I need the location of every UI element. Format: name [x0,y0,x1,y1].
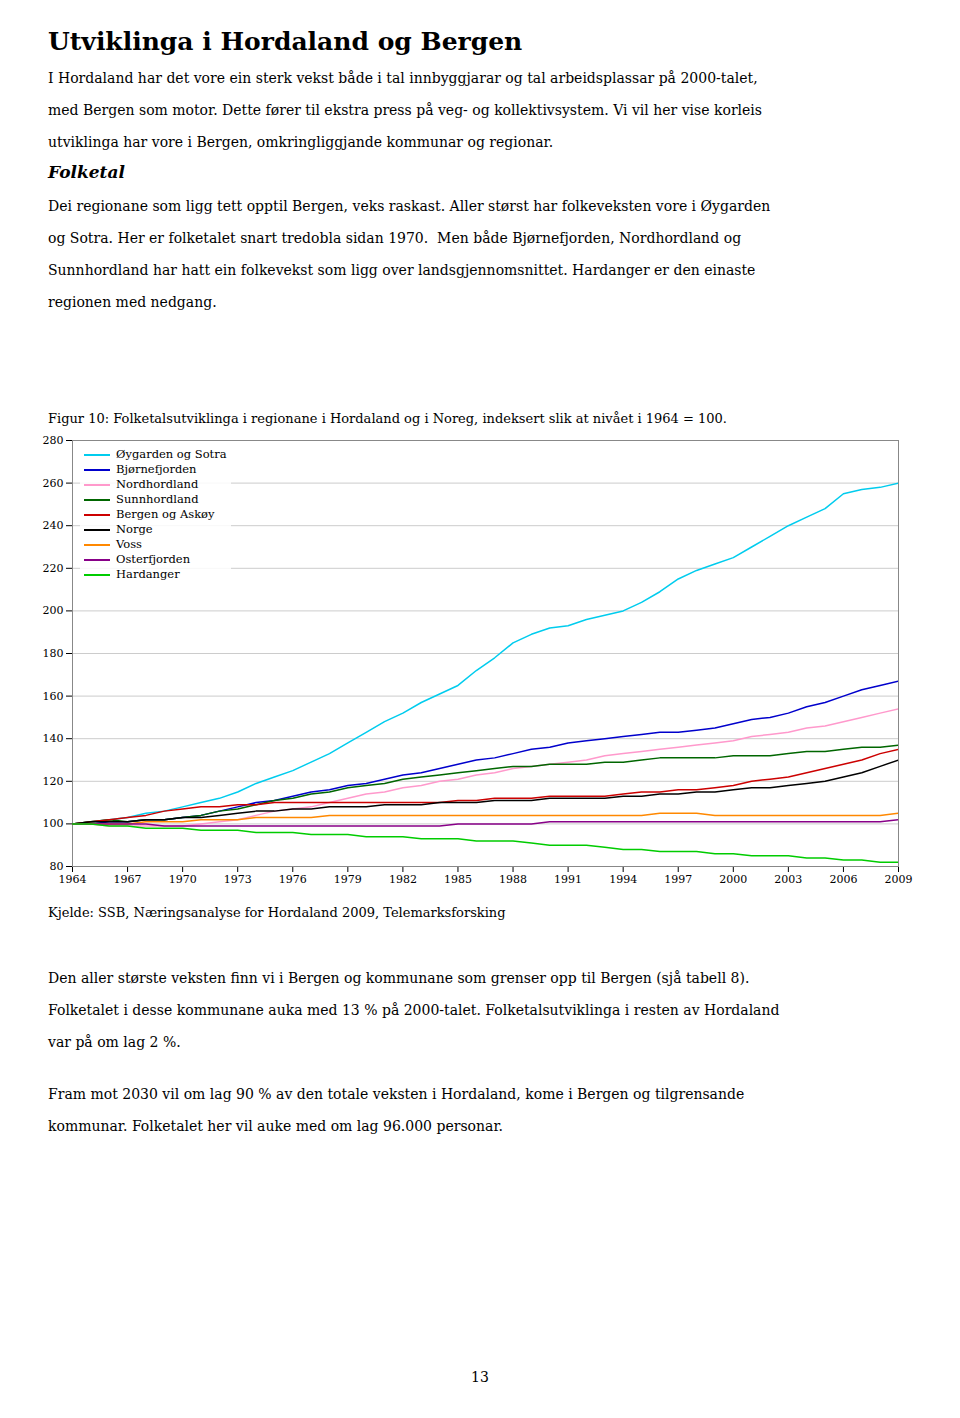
html-text:Folketalet i desse kommunane a: Folketalet i desse kommunane auka med 13… [48,1002,780,1018]
svg-text:1973: 1973 [224,873,252,886]
html-text:Kjelde: SSB, Næringsanalyse fo: Kjelde: SSB, Næringsanalyse for Hordalan… [48,905,506,920]
svg-text:140: 140 [43,732,64,745]
svg-text:2000: 2000 [719,873,747,886]
svg-text:1997: 1997 [664,873,692,886]
html-text:Hardanger: Hardanger [116,567,180,581]
html-text:Øygarden og Sotra: Øygarden og Sotra [116,447,227,461]
html-text:Voss: Voss [116,537,142,551]
svg-text:240: 240 [43,519,64,532]
svg-text:1976: 1976 [279,873,307,886]
html-text:med Bergen som motor. Dette fø: med Bergen som motor. Dette fører til ek… [48,102,762,118]
html-text:Norge: Norge [116,522,153,536]
svg-text:80: 80 [50,860,64,873]
svg-text:2009: 2009 [885,873,913,886]
svg-text:1967: 1967 [114,873,142,886]
html-text:Sunnhordland har hatt ein folk: Sunnhordland har hatt ein folkevekst som… [48,262,756,278]
html-text:13: 13 [471,1369,489,1385]
svg-text:160: 160 [43,690,64,703]
html-text:Osterfjorden: Osterfjorden [116,552,191,566]
svg-text:1982: 1982 [389,873,417,886]
html-text:Bergen og Askøy: Bergen og Askøy [116,507,215,521]
html-text:Bjørnefjorden: Bjørnefjorden [116,462,197,476]
svg-text:100: 100 [43,817,64,830]
svg-text:1964: 1964 [59,873,87,886]
svg-text:280: 280 [43,434,64,447]
html-text:I Hordaland har det vore ein s: I Hordaland har det vore ein sterk vekst… [48,70,758,86]
svg-text:2003: 2003 [774,873,802,886]
svg-text:1979: 1979 [334,873,362,886]
html-text:regionen med nedgang.: regionen med nedgang. [48,294,217,310]
svg-text:1970: 1970 [169,873,197,886]
svg-text:1988: 1988 [499,873,527,886]
html-text:Nordhordland: Nordhordland [116,477,199,491]
svg-text:260: 260 [43,477,64,490]
html-text:Utviklinga i Hordaland og Berg: Utviklinga i Hordaland og Bergen [48,27,523,56]
svg-text:1991: 1991 [554,873,582,886]
html-text:Den aller største veksten finn: Den aller største veksten finn vi i Berg… [48,970,750,986]
html-text:Sunnhordland: Sunnhordland [116,492,199,506]
html-text:Fram mot 2030 vil om lag 90 %: Fram mot 2030 vil om lag 90 % av den tot… [48,1086,745,1102]
html-text:og Sotra. Her er folketalet sn: og Sotra. Her er folketalet snart tredob… [48,230,742,246]
html-text:Folketal: Folketal [48,162,125,182]
svg-text:1994: 1994 [609,873,637,886]
html-text:utviklinga har vore i Bergen,: utviklinga har vore i Bergen, omkringlig… [48,134,554,150]
svg-text:200: 200 [43,604,64,617]
svg-text:120: 120 [43,775,64,788]
svg-text:1985: 1985 [444,873,472,886]
html-text:var på om lag 2 %.: var på om lag 2 %. [48,1034,181,1050]
svg-text:220: 220 [43,562,64,575]
svg-text:180: 180 [43,647,64,660]
html-text:Figur 10: Folketalsutviklinga: Figur 10: Folketalsutviklinga i regionan… [48,411,727,426]
html-text:kommunar. Folketalet her vil a: kommunar. Folketalet her vil auke med om… [48,1118,503,1134]
svg-text:2006: 2006 [829,873,857,886]
html-text:Dei regionane som ligg tett op: Dei regionane som ligg tett opptil Berge… [48,198,771,214]
